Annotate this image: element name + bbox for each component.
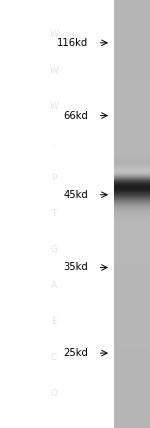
Text: C: C [51, 353, 57, 363]
Text: 45kd: 45kd [64, 190, 88, 200]
Text: E: E [51, 317, 57, 327]
Text: O: O [51, 389, 57, 398]
Text: 25kd: 25kd [64, 348, 88, 358]
Text: 116kd: 116kd [57, 38, 88, 48]
Text: G: G [51, 245, 57, 255]
Text: A: A [51, 281, 57, 291]
Text: 66kd: 66kd [64, 110, 88, 121]
Text: W: W [50, 30, 58, 39]
Text: W: W [50, 101, 58, 111]
Text: P: P [51, 173, 57, 183]
Text: W: W [50, 65, 58, 75]
Text: .: . [52, 137, 56, 147]
Text: 35kd: 35kd [64, 262, 88, 273]
Text: T: T [51, 209, 57, 219]
